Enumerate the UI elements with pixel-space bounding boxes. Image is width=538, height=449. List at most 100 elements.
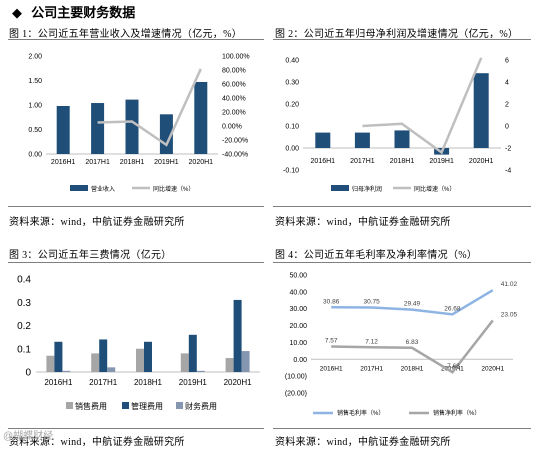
chart4-y-tick-label: 20.00 [289,323,307,330]
chart4-data-label: 6.83 [406,339,419,346]
chart3-bar [196,370,205,372]
chart-expenses: 0 0.1 0.2 0.3 0.4 2016H1 2017H1 2018H1 2019H1 202… [17,275,260,411]
chart3-bar [91,353,100,372]
chart2-y-tick-label: -0.10 [283,168,299,175]
chart3-x-tick-label: 2017H1 [89,378,118,387]
chart3-bar [99,339,108,372]
chart1-y2-tick-label: -20.00% [222,138,248,145]
chart3-legend-swatch [66,402,73,409]
chart4-legend-label: 销售毛利率（%） [337,409,384,417]
chart4-y-tick-label: (10.00) [285,374,307,381]
chart1-y2-tick-label: -40.00% [222,152,248,159]
chart3-bar [241,351,250,372]
chart1-x-tick-label: 2016H1 [51,159,76,166]
chart3-bar [233,299,242,372]
chart2-legend-line-label: 同比增速（%） [414,185,455,193]
chart3-bar [46,355,55,372]
chart2-bar [354,132,370,148]
chart2-y2-tick-label: -2 [505,146,511,153]
chart4-series-line [331,289,494,316]
section-title-text: 公司主要财务数据 [31,5,136,20]
chart4-y-tick-label: (20.00) [285,391,307,398]
chart2-bar [315,132,331,148]
chart3-y-tick-label: 0.1 [17,344,31,355]
chart1-x-tick-label: 2018H1 [120,159,145,166]
chart3-x-tick-label: 2016H1 [44,378,73,387]
chart1-legend-bar-swatch [70,185,88,191]
figure-2-top-rule [273,39,531,40]
chart4-y-tick-label: 50.00 [289,273,307,280]
chart4-x-tick-label: 2019H1 [441,365,464,372]
figure-2-source: 资料来源：wind，中航证券金融研究所 [275,217,451,228]
chart3-legend-label: 财务费用 [185,401,217,411]
chart-net-profit: -0.10 0.00 0.10 0.20 0.30 0.40 -4 -2 0 2 4 6 2016H1 2… [283,57,511,193]
chart1-bar [194,81,208,154]
chart3-legend-label: 销售费用 [75,401,107,411]
figure-2-caption: 图 2：公司近五年归母净利润及增速情况（亿元，%） [275,29,519,40]
figure-3-caption: 图 3：公司近五年三费情况（亿元） [9,250,172,261]
chart1-y-tick-label: 0.50 [28,127,42,134]
chart1-growth-line [97,68,202,147]
chart1-bar [56,105,70,154]
chart3-bar [136,348,144,372]
figure-2-bottom-rule [273,206,531,207]
figure-4-caption: 图 4：公司近五年毛利率及净利率情况（%） [275,250,478,261]
chart4-data-label: 26.68 [444,305,461,312]
chart3-x-tick-label: 2019H1 [179,378,208,387]
chart1-y2-tick-label: 60.00% [222,82,246,89]
chart1-y2-tick-label: 40.00% [222,96,246,103]
chart2-y-tick-label: 0.10 [285,124,299,131]
figure-1-caption: 图 1：公司近五年营业收入及增速情况（亿元，%） [9,29,243,40]
chart4-data-label: -7.68 [445,363,460,370]
chart4-data-label: 29.49 [404,301,421,308]
chart3-x-tick-label: 2018H1 [134,378,163,387]
chart2-y2-tick-label: 6 [505,58,509,65]
chart2-x-tick-label: 2020H1 [469,158,494,165]
chart-margins: (20.00) (10.00) 0.00 10.00 20.00 30.00 40.00 50… [285,273,518,418]
chart1-y2-tick-label: 80.00% [222,68,246,75]
chart3-bar [62,370,71,372]
chart1-y-tick-label: 0.00 [28,152,42,159]
watermark: @蝴蝶财经 [3,431,54,442]
figure-1-bottom-rule [8,206,264,207]
chart2-x-tick-label: 2016H1 [311,158,336,165]
chart3-legend-swatch [176,402,183,409]
chart2-x-tick-label: 2019H1 [429,158,454,165]
chart3-x-tick-label: 2020H1 [224,378,253,387]
figure-3-source: 资料来源：wind，中航证券金融研究所 [9,437,185,448]
chart1-x-tick-label: 2020H1 [189,159,214,166]
chart2-y-tick-label: 0.00 [285,146,299,153]
chart4-x-tick-label: 2018H1 [401,365,424,372]
chart1-bar [91,103,105,154]
chart4-y-tick-label: 30.00 [289,306,307,313]
chart4-series-line [331,319,494,374]
chart1-x-tick-label: 2019H1 [154,159,179,166]
chart2-y-tick-label: 0.20 [285,102,299,109]
chart-revenue: 0.00 0.50 1.00 1.50 2.00 -40.00% -20.00% 0.00% 2… [28,54,250,194]
chart3-y-tick-label: 0.3 [17,298,31,309]
chart3-legend-swatch [122,402,129,409]
chart2-x-tick-label: 2018H1 [390,158,415,165]
chart3-y-tick-label: 0.2 [17,321,31,332]
chart4-y-tick-label: 0.00 [293,357,307,364]
chart2-bar [473,73,489,148]
chart1-x-tick-label: 2017H1 [85,159,110,166]
chart4-x-tick-label: 2016H1 [320,365,343,372]
chart3-bar [225,358,234,372]
chart4-data-label: 7.57 [325,338,338,345]
chart2-y-tick-label: 0.40 [285,58,299,65]
chart1-legend-line-label: 同比增速（%） [153,185,194,193]
chart3-legend-label: 管理费用 [131,401,163,411]
figure-4-bottom-rule [273,428,531,429]
chart1-y2-tick-label: 100.00% [222,54,250,61]
chart4-y-tick-label: 10.00 [289,340,307,347]
figure-4-top-rule [273,262,531,263]
chart2-y2-tick-label: -4 [505,168,511,175]
chart4-y-tick-label: 40.00 [289,289,307,296]
figure-1-source: 资料来源：wind，中航证券金融研究所 [9,217,185,228]
chart4-data-label: 7.12 [365,338,378,345]
chart3-bar [54,341,63,372]
chart3-bar [188,334,197,372]
figure-4-source: 资料来源：wind，中航证券金融研究所 [275,437,451,448]
chart4-data-label: 23.05 [501,311,518,318]
